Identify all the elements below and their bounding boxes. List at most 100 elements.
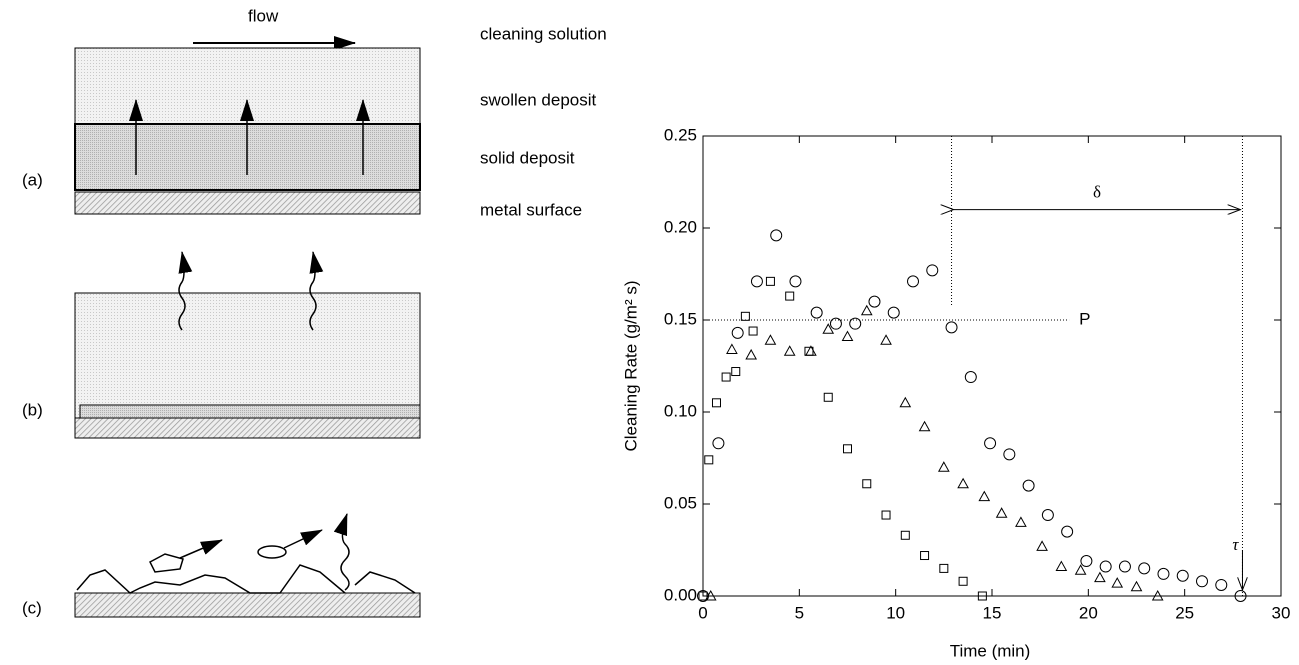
removal-arrow <box>309 251 324 331</box>
point-triangle <box>1111 577 1124 588</box>
metal-layer <box>74 191 421 215</box>
annotation: τ <box>1232 535 1239 554</box>
point-circle <box>1003 448 1016 461</box>
point-square <box>748 326 758 336</box>
panel-label: (a) <box>22 170 43 189</box>
point-circle <box>1022 479 1035 492</box>
point-triangle <box>764 334 777 345</box>
point-circle <box>1099 560 1112 573</box>
point-circle <box>1041 509 1054 522</box>
point-circle <box>887 306 900 319</box>
point-square <box>765 276 775 286</box>
annotation: δ <box>1093 183 1101 202</box>
point-circle <box>1080 555 1093 568</box>
y-tick-label: 0.05 <box>664 493 697 512</box>
point-circle <box>1176 569 1189 582</box>
point-circle <box>1215 578 1228 591</box>
point-circle <box>829 317 842 330</box>
point-square <box>939 563 949 573</box>
layer-label: solid deposit <box>480 148 575 167</box>
deposit-residue <box>354 571 416 594</box>
point-triangle <box>1015 516 1027 527</box>
removal-arrow <box>178 251 193 331</box>
point-triangle <box>880 334 892 345</box>
point-triangle <box>1130 580 1143 592</box>
point-square <box>823 392 833 402</box>
point-circle <box>945 321 958 334</box>
diagram: flow cleaning solution swollen deposit s… <box>22 6 607 618</box>
point-circle <box>1234 590 1247 602</box>
point-triangle <box>957 477 969 489</box>
point-triangle <box>1074 564 1087 575</box>
y-tick-label: 0.10 <box>664 401 697 420</box>
x-tick-label: 5 <box>795 603 804 622</box>
point-square <box>704 455 714 465</box>
y-tick-label: 0.25 <box>664 125 697 144</box>
x-tick-label: 25 <box>1175 603 1194 622</box>
y-axis-label: Cleaning Rate (g/m² s) <box>621 280 640 451</box>
point-triangle <box>841 330 854 342</box>
point-triangle <box>726 343 738 354</box>
point-circle <box>1061 525 1074 538</box>
fragment-arrow <box>283 529 323 549</box>
solid-layer <box>79 404 421 419</box>
point-circle <box>789 275 802 288</box>
point-square <box>698 591 708 601</box>
x-tick-label: 30 <box>1272 603 1291 622</box>
layer-label: metal surface <box>480 200 582 219</box>
point-square <box>740 311 750 321</box>
point-triangle <box>783 345 796 356</box>
point-circle <box>926 264 939 277</box>
point-square <box>977 591 987 601</box>
deposit-residue <box>76 564 346 594</box>
point-circle <box>770 229 783 242</box>
point-triangle <box>805 345 817 356</box>
removal-arrow <box>333 513 350 591</box>
annotation: P <box>1079 309 1090 328</box>
layer-label: swollen deposit <box>480 90 597 109</box>
chart: Time (min) Cleaning Rate (g/m² s) 0 5 10 15… <box>621 125 1290 660</box>
y-tick-label: 0.00 <box>664 585 697 604</box>
swollen-layer <box>74 292 421 419</box>
x-tick-label: 15 <box>983 603 1002 622</box>
point-triangle <box>1094 571 1106 583</box>
point-triangle <box>822 323 835 334</box>
point-square <box>721 372 731 382</box>
x-tick-label: 20 <box>1079 603 1098 622</box>
x-tick-label: 0 <box>698 603 707 622</box>
flow-label: flow <box>248 6 279 25</box>
point-triangle <box>937 461 950 472</box>
point-square <box>731 367 741 377</box>
point-square <box>785 291 795 301</box>
point-triangle <box>995 507 1008 518</box>
point-circle <box>849 317 862 330</box>
panel-label: (b) <box>22 400 43 419</box>
point-circle <box>1118 560 1131 573</box>
point-circle <box>731 326 744 339</box>
point-triangle <box>704 589 717 601</box>
point-triangle <box>918 420 931 432</box>
x-tick-label: 10 <box>886 603 905 622</box>
point-square <box>900 530 910 540</box>
point-triangle <box>978 490 991 502</box>
layer-label: cleaning solution <box>480 24 607 43</box>
y-tick-label: 0.20 <box>664 217 697 236</box>
fragment <box>257 545 287 559</box>
point-circle <box>964 371 977 384</box>
point-square <box>958 576 968 586</box>
point-circle <box>810 306 823 319</box>
point-square <box>920 551 930 561</box>
point-triangle <box>1036 540 1048 551</box>
point-triangle <box>899 396 912 408</box>
point-square <box>881 510 891 520</box>
metal-layer <box>74 417 421 439</box>
y-tick-label: 0.15 <box>664 309 697 328</box>
fragment <box>149 553 184 573</box>
point-triangle <box>745 348 758 360</box>
fragment-arrow <box>179 539 223 559</box>
point-circle <box>712 437 725 450</box>
x-axis-label: Time (min) <box>950 641 1031 660</box>
metal-layer <box>74 592 421 618</box>
point-triangle <box>1151 589 1164 601</box>
